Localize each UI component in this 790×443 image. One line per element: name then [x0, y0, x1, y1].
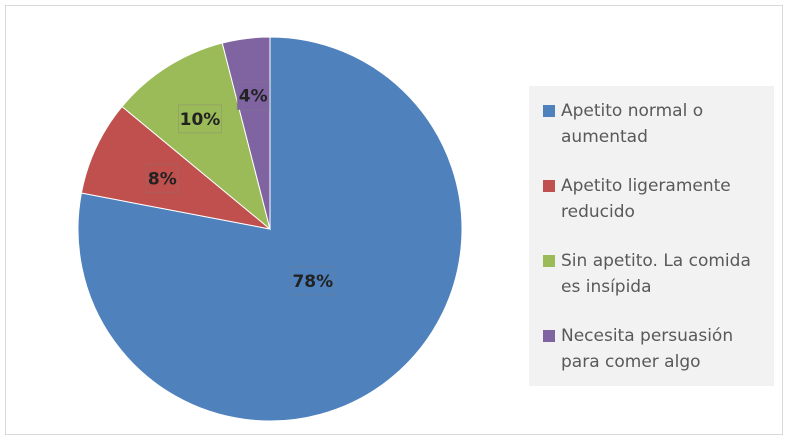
legend-swatch [543, 255, 555, 267]
legend-swatch [543, 105, 555, 117]
data-label-reducido: 8% [148, 169, 177, 189]
data-label-box-normal [290, 266, 335, 296]
legend: Apetito normal o aumentad Apetito ligera… [529, 86, 774, 386]
data-label-box-persuasion [236, 81, 270, 111]
legend-swatch [543, 180, 555, 192]
legend-label: Apetito ligeramente reducido [561, 176, 731, 222]
legend-label: Necesita persuasión para comer algo [561, 326, 734, 372]
data-label-persuasion: 4% [239, 87, 268, 107]
data-label-sin-apetito: 10% [180, 110, 221, 130]
pie-slice-sin-apetito [121, 42, 271, 231]
data-label-box-reducido [145, 163, 179, 193]
data-label-box-sin-apetito [178, 104, 222, 134]
legend-label: Apetito normal o aumentad [561, 101, 704, 147]
pie-chart: 78% 8% 10% 4% [77, 36, 463, 422]
data-label-normal: 78% [292, 272, 333, 292]
legend-label: Sin apetito. La comida es insípida [561, 251, 751, 297]
pie-slice-normal [77, 36, 463, 422]
chart-area: 78% 8% 10% 4% Apetito normal o aumentad Ape… [5, 5, 783, 435]
legend-swatch [543, 330, 555, 342]
